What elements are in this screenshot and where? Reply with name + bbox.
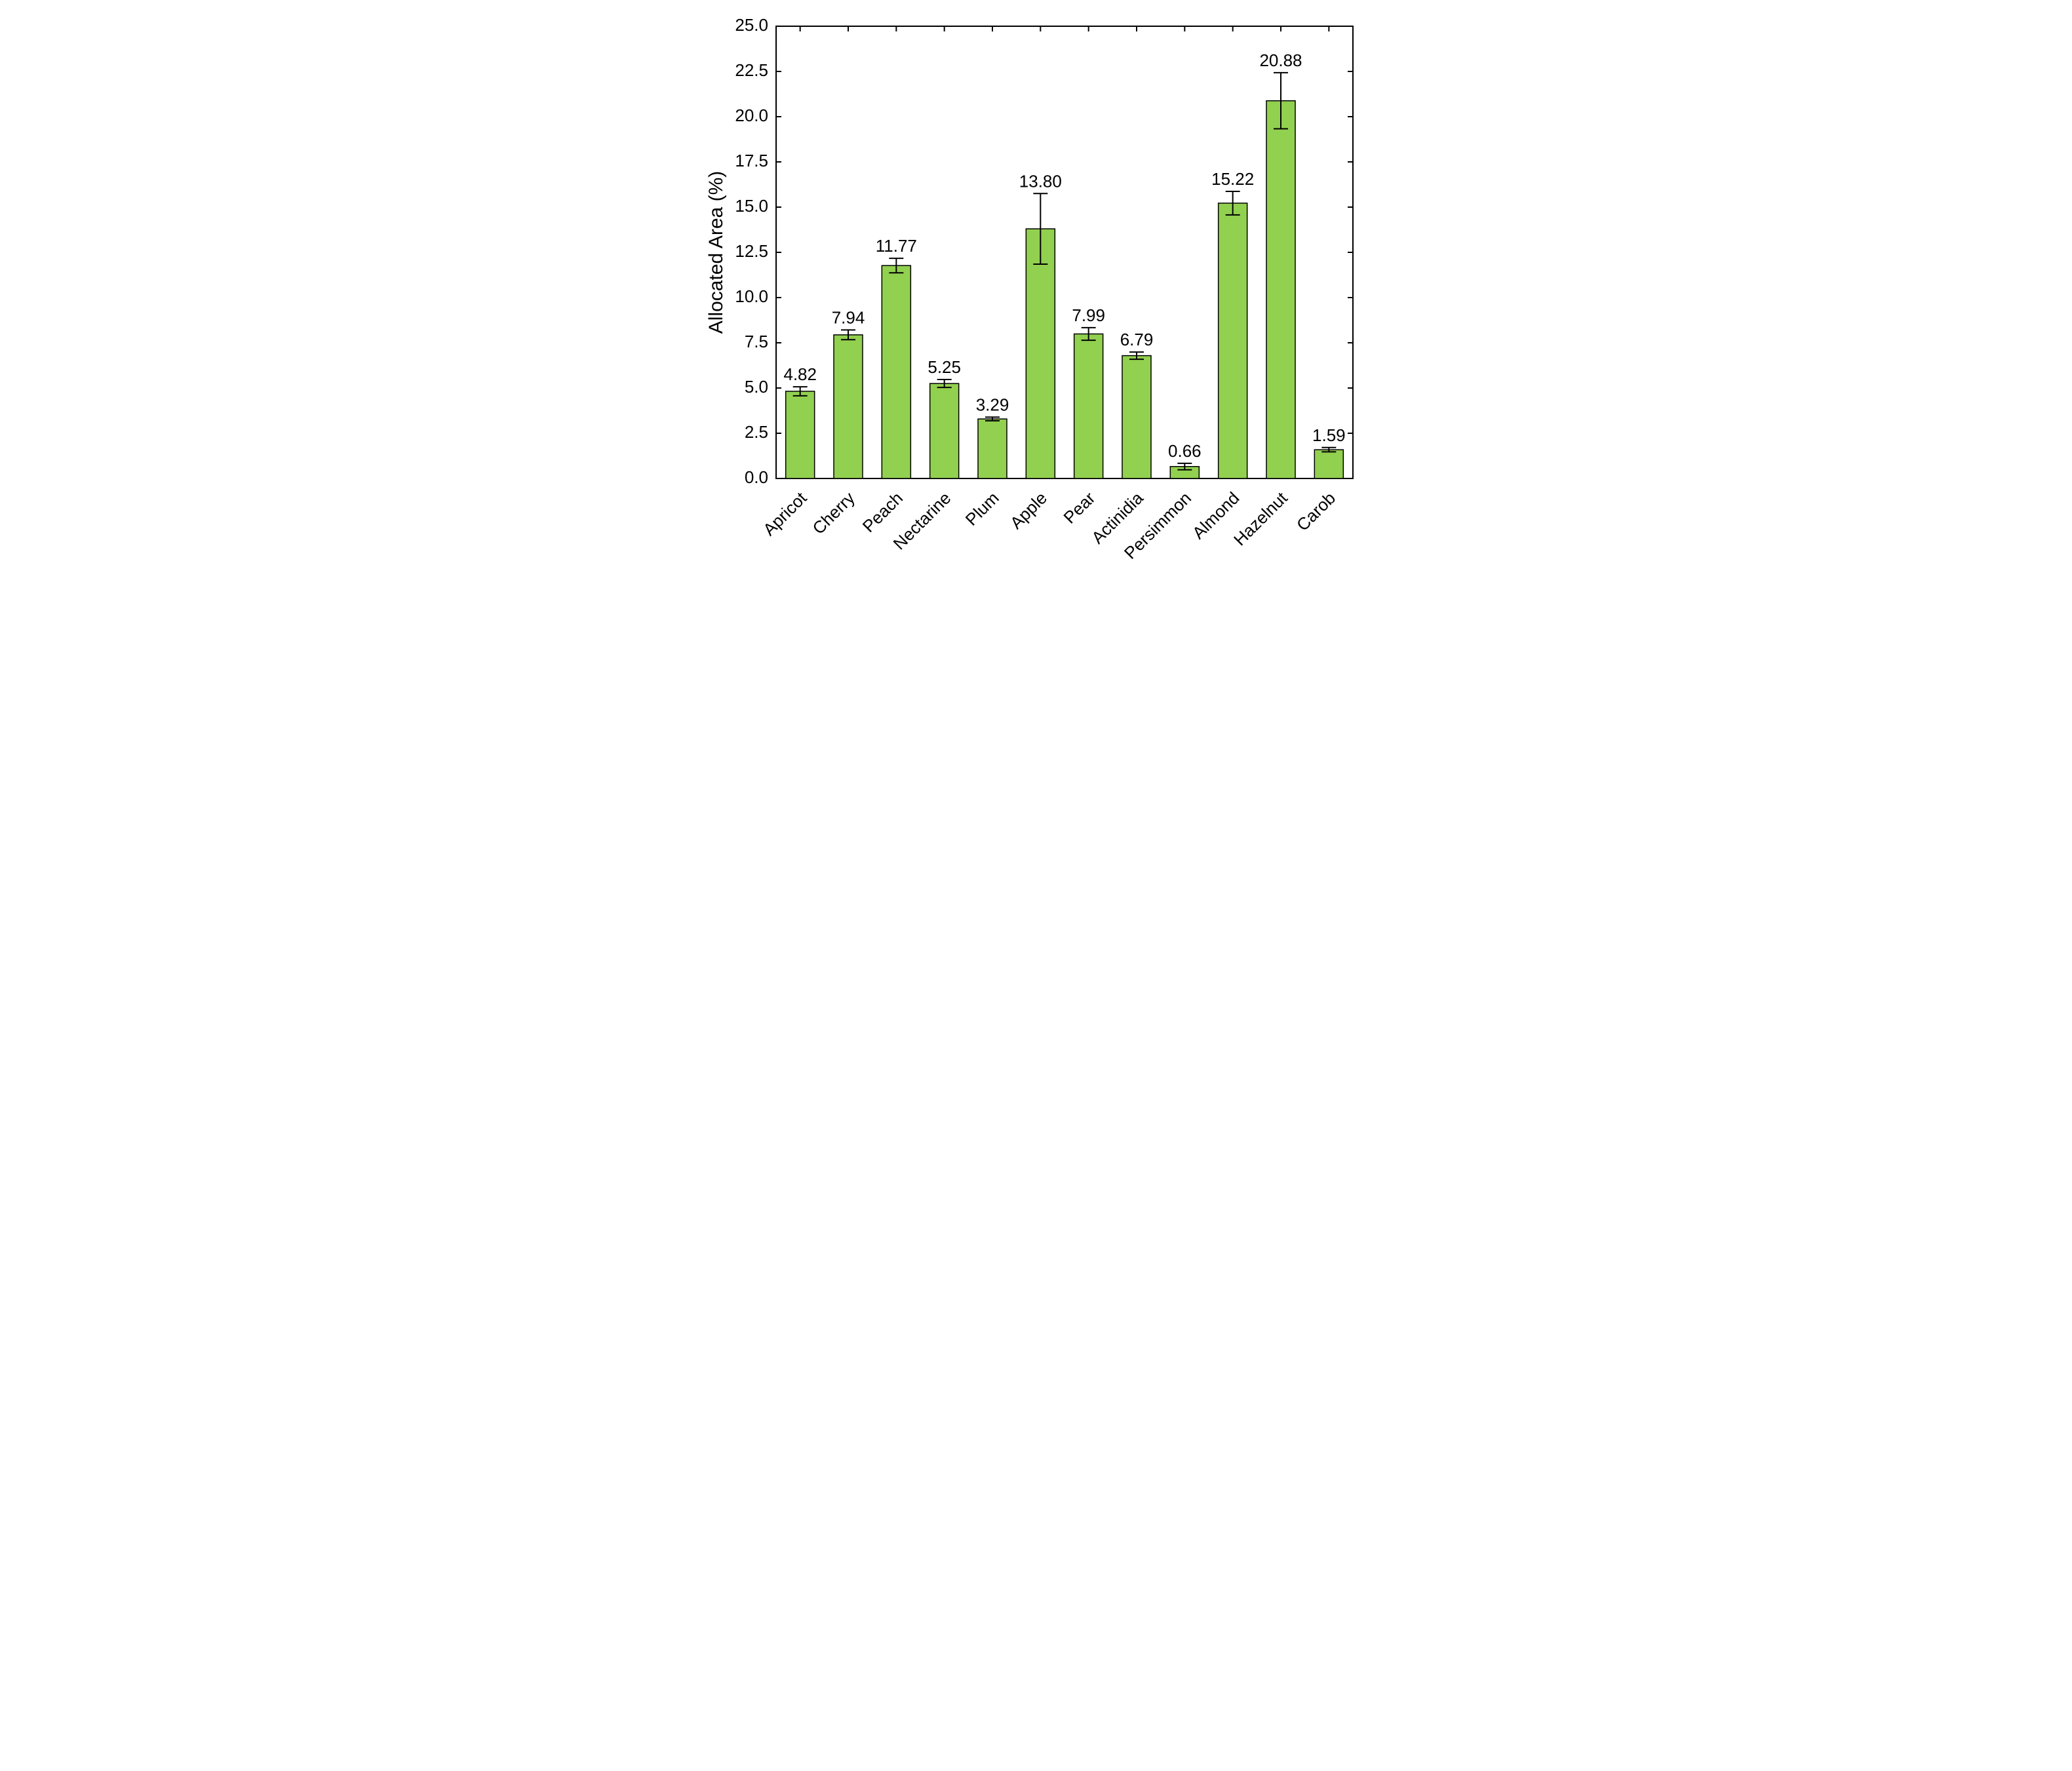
bar — [978, 419, 1007, 478]
y-axis-title: Allocated Area (%) — [705, 171, 727, 334]
bar — [1219, 203, 1247, 478]
bar — [1074, 334, 1103, 478]
chart-container: 0.0 2.5 5.0 7.5 10.0 12.5 15.0 17.5 20.0 22.5 25.0… — [0, 0, 2072, 616]
bar-value-label: 20.88 — [1259, 50, 1302, 70]
bar-value-label: 15.22 — [1211, 169, 1254, 189]
y-tick-label: 22.5 — [735, 60, 768, 80]
bar — [1266, 101, 1295, 478]
y-tick-label: 10.0 — [735, 286, 768, 306]
y-tick-label: 17.5 — [735, 151, 768, 170]
bar-value-label: 4.82 — [783, 364, 817, 384]
y-tick-label: 2.5 — [745, 422, 768, 442]
y-tick-label: 0.0 — [745, 467, 768, 487]
y-tick-label: 20.0 — [735, 106, 768, 125]
y-tick-label: 5.0 — [745, 377, 768, 397]
bar — [1314, 450, 1343, 478]
allocated-area-bar-chart: 0.0 2.5 5.0 7.5 10.0 12.5 15.0 17.5 20.0 22.5 25.0… — [691, 13, 1381, 603]
bar-value-label: 7.99 — [1072, 305, 1105, 325]
bar-value-label: 5.25 — [928, 357, 961, 377]
y-tick-label: 12.5 — [735, 241, 768, 261]
y-tick-label: 7.5 — [745, 332, 768, 351]
bar-value-label: 3.29 — [976, 395, 1009, 414]
bar-value-label: 6.79 — [1120, 330, 1154, 349]
bar — [1122, 356, 1151, 478]
bar — [930, 383, 959, 478]
y-tick-label: 15.0 — [735, 196, 768, 216]
bar — [786, 391, 815, 478]
bar-value-label: 1.59 — [1312, 425, 1346, 445]
bar — [882, 265, 910, 478]
bar-value-label: 0.66 — [1168, 441, 1202, 461]
y-tick-label: 25.0 — [735, 15, 768, 35]
bar-value-label: 11.77 — [876, 236, 917, 256]
bar-value-label: 13.80 — [1019, 171, 1062, 191]
bar — [1026, 229, 1055, 478]
bar — [834, 335, 863, 478]
bar-value-label: 7.94 — [832, 307, 865, 327]
